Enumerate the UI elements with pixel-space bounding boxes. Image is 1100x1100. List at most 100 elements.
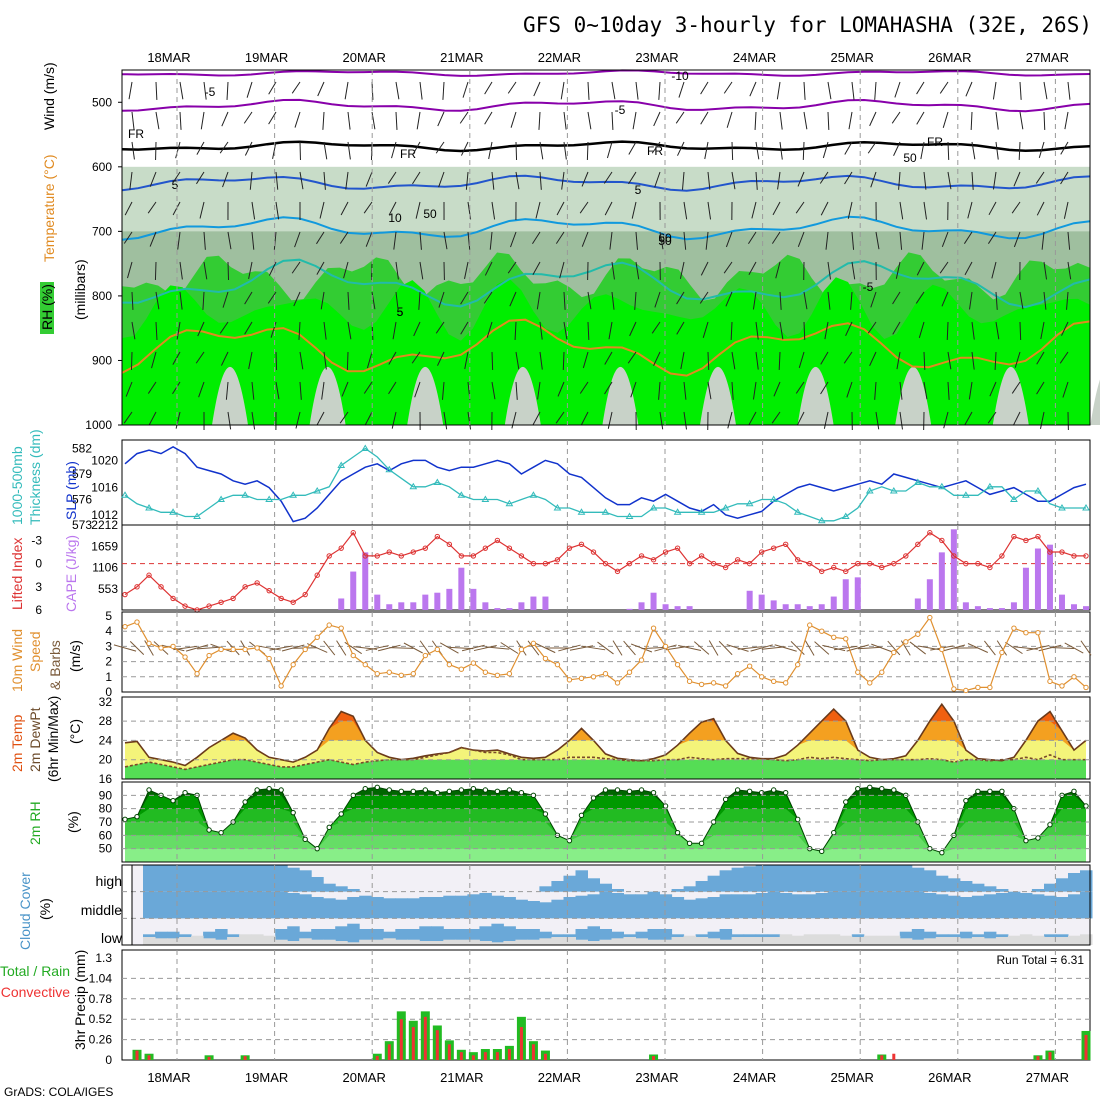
wind-barb (484, 111, 493, 125)
cloud-high-bar (299, 870, 312, 892)
contour-label: 5 (172, 178, 179, 192)
wind-barb (179, 111, 182, 130)
wind-barb-10m (419, 640, 431, 656)
cloud-low-gray (851, 937, 865, 945)
precip-conv-bar (483, 1052, 487, 1060)
precip-conv-bar (459, 1052, 463, 1060)
cloud-middle-bar (431, 897, 444, 919)
wind-barb (515, 381, 518, 400)
cloud-middle-bar (599, 891, 612, 919)
wind-barb (413, 321, 421, 337)
temp-contour--10 (121, 69, 1091, 77)
wind-barb (341, 381, 349, 397)
wind-barb (795, 381, 805, 394)
wind-barb (155, 81, 158, 100)
cloud-low-gray (395, 939, 408, 945)
cape-tick: 1106 (92, 561, 118, 575)
wind-barb (363, 381, 373, 394)
lifted-point (530, 560, 537, 567)
precip-run-total: Run Total = 6.31 (996, 953, 1084, 967)
wind-barb (851, 261, 856, 280)
rh-2m-point (122, 816, 128, 823)
lifted-point (146, 572, 152, 578)
wind-barb (172, 381, 181, 395)
thickness-point (553, 504, 562, 511)
wind-barb (1060, 171, 1069, 185)
cloud-low-gray (263, 935, 276, 945)
lifted-point (963, 560, 969, 567)
wind-barb (803, 291, 808, 310)
cloud-label-high: high (96, 873, 122, 889)
cloud-low-bar (587, 926, 600, 945)
cloud-low-gray (863, 935, 877, 945)
cape-bar (686, 606, 693, 610)
lifted-point (686, 560, 693, 567)
wind-barb (731, 171, 736, 190)
wind-barb (411, 351, 421, 364)
wind-speed-point (158, 645, 164, 651)
wind-barb (538, 111, 541, 130)
cape-bar (482, 602, 489, 610)
lifted-point (398, 553, 404, 559)
wind-barb-10m (641, 646, 666, 650)
cloud-middle-bar (743, 894, 757, 919)
cloud-middle-bar (407, 898, 420, 919)
cloud-high-bar (971, 883, 985, 892)
cloud-middle-bar (227, 891, 240, 919)
cloud-middle-bar (191, 891, 204, 919)
wind-barb (130, 351, 133, 370)
wind-barb (175, 411, 181, 429)
cloud-middle-bar (887, 891, 901, 919)
precip-conv-bar (1084, 1034, 1088, 1060)
lifted-point (951, 553, 957, 559)
wind-barb (611, 81, 616, 100)
wind-barb (634, 291, 637, 310)
wind-barb (484, 81, 493, 95)
cloud-low-gray (143, 937, 156, 945)
wind-speed-point (879, 669, 885, 675)
wind-barb (987, 231, 997, 244)
wind-speed-point (1071, 674, 1077, 680)
date-label-top: 20MAR (343, 50, 386, 65)
wind-barb-10m (1064, 642, 1084, 654)
wind-speed-point (434, 646, 441, 653)
wind-barb (510, 111, 517, 128)
wind-barb (507, 81, 517, 94)
wind-barb (1018, 141, 1021, 160)
wind-barb (294, 231, 301, 248)
wind-barb (533, 81, 541, 97)
lifted-point (122, 591, 128, 598)
wind-barb (1036, 351, 1045, 365)
wind-ylabel-c: & Barbs (47, 640, 63, 690)
wind-barb (898, 171, 901, 190)
cloud-middle-bar (671, 897, 685, 919)
wind-barb (320, 291, 325, 310)
cloud-high-bar (239, 865, 252, 892)
cape-bar (638, 602, 645, 610)
wind-barb (1014, 351, 1021, 368)
wind-barb (963, 231, 973, 244)
cloud-high-bar (731, 867, 745, 892)
freezing-level-contour (121, 140, 1091, 153)
wind-barb (915, 291, 925, 304)
cloud-low-bar (431, 926, 444, 945)
wind-barb (363, 201, 373, 214)
rh-2m-point (542, 811, 549, 817)
wind-barb (1043, 111, 1046, 130)
wind-tick: 3 (105, 639, 112, 653)
wind-barb-10m (281, 644, 305, 652)
lifted-point (770, 545, 777, 551)
wind-barb (992, 81, 997, 100)
cloud-middle-bar (491, 895, 504, 919)
wind-barb (124, 201, 133, 216)
lifted-index-line (124, 531, 1086, 611)
lifted-point (290, 599, 296, 605)
date-label-top: 27MAR (1026, 50, 1069, 65)
slp-tick-left: 576 (72, 493, 92, 507)
wind-barb-10m (942, 644, 966, 652)
wind-barb (899, 381, 903, 400)
wind-barb (1043, 261, 1048, 280)
thickness-line (124, 447, 1086, 522)
cloud-high-bar (947, 878, 961, 892)
cape-bar (914, 598, 921, 610)
